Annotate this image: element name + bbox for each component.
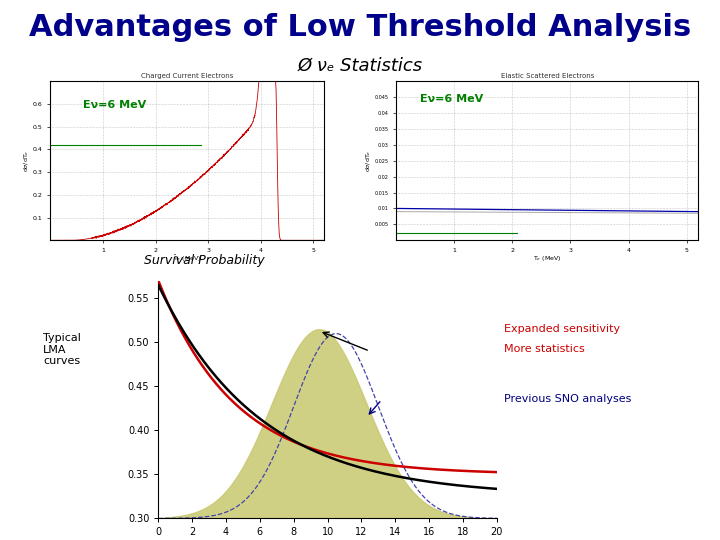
Text: Expanded sensitivity: Expanded sensitivity bbox=[504, 323, 620, 334]
Text: Typical
LMA
curves: Typical LMA curves bbox=[43, 333, 81, 366]
Text: Ø νₑ Statistics: Ø νₑ Statistics bbox=[297, 57, 423, 75]
Title: Charged Current Electrons: Charged Current Electrons bbox=[141, 73, 233, 79]
Y-axis label: d$\sigma$/dT$_e$: d$\sigma$/dT$_e$ bbox=[364, 150, 373, 172]
Title: Elastic Scattered Electrons: Elastic Scattered Electrons bbox=[500, 73, 594, 79]
Y-axis label: d$\sigma$/dT$_e$: d$\sigma$/dT$_e$ bbox=[23, 150, 32, 172]
X-axis label: T$_e$ (MeV): T$_e$ (MeV) bbox=[533, 254, 562, 264]
Text: Eν=6 MeV: Eν=6 MeV bbox=[84, 100, 146, 110]
Text: More statistics: More statistics bbox=[504, 344, 585, 354]
Text: Eν=6 MeV: Eν=6 MeV bbox=[420, 94, 483, 104]
Text: Survival Probability: Survival Probability bbox=[144, 254, 265, 267]
Text: Advantages of Low Threshold Analysis: Advantages of Low Threshold Analysis bbox=[29, 14, 691, 43]
X-axis label: T$_e$ (MeV): T$_e$ (MeV) bbox=[173, 254, 202, 264]
Text: Previous SNO analyses: Previous SNO analyses bbox=[504, 394, 631, 404]
